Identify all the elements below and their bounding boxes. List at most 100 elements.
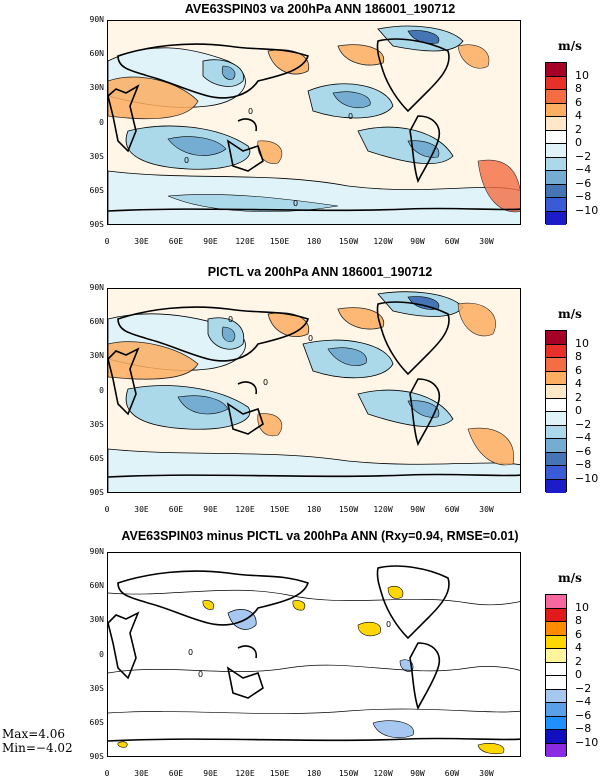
colorbar-swatch [546, 130, 566, 144]
max-value-label: Max=4.06 [2, 727, 65, 741]
colorbar-swatch [546, 649, 566, 663]
colorbar-swatch [546, 595, 566, 609]
colorbar-swatch [546, 171, 566, 185]
colorbar-swatch [546, 358, 566, 372]
longitude-tick-label: 120W [373, 237, 393, 246]
longitude-tick-label: 90W [410, 769, 425, 778]
latitude-tick-label: 60S [89, 717, 104, 727]
colorbar-tick-label: −4 [575, 431, 592, 444]
longitude-tick-label: 150E [269, 237, 290, 246]
longitude-tick-label: 120E [235, 769, 255, 778]
colorbar-swatch [546, 198, 566, 212]
panel-2-contour-label: 0 [263, 378, 268, 387]
longitude-tick-label: 60E [168, 769, 184, 778]
longitude-tick-label: 120E [235, 237, 255, 246]
colorbar-tick-label: 0 [575, 404, 582, 417]
colorbar-tick-label: 4 [575, 109, 582, 122]
longitude-tick-label: 150W [338, 769, 359, 778]
latitude-tick-label: 60S [89, 185, 104, 195]
panel-1-contour-label: 0 [248, 107, 253, 116]
longitude-tick-label: 180 [306, 237, 322, 246]
panel-2-contour-label: 0 [228, 315, 233, 324]
longitude-tick-label: 150W [338, 237, 359, 246]
latitude-tick-label: 60N [89, 317, 104, 327]
longitude-tick-label: 60E [168, 505, 184, 514]
colorbar-swatch [546, 608, 566, 622]
longitude-tick-label: 30W [479, 769, 494, 778]
colorbar-tick-label: −10 [575, 471, 599, 485]
colorbar-tick-label: −8 [575, 722, 592, 735]
longitude-tick-label: 90W [410, 237, 425, 246]
colorbar-swatch [546, 466, 566, 480]
longitude-tick-label: 0 [104, 237, 110, 246]
colorbar [545, 62, 567, 225]
latitude-tick-label: 30S [89, 419, 104, 429]
latitude-tick-label: 60N [89, 581, 104, 591]
panel-2-contour-label: 0 [308, 334, 313, 343]
colorbar-swatch [546, 76, 566, 90]
panel-1-contour-label: 0 [348, 112, 353, 121]
colorbar-swatch [546, 703, 566, 717]
longitude-tick-label: 0 [104, 505, 110, 514]
latitude-tick-label: 0 [99, 649, 104, 659]
longitude-tick-label: 120W [373, 769, 393, 778]
longitude-tick-label: 120W [373, 505, 393, 514]
panel-3-map: 0 0 0 [107, 552, 521, 757]
panel-2-title: PICTL va 200hPa ANN 186001_190712 [207, 265, 433, 279]
colorbar-swatch [546, 689, 566, 703]
longitude-tick-label: 30E [134, 769, 149, 778]
longitude-tick-label: 60W [444, 505, 460, 514]
colorbar-swatch [546, 184, 566, 198]
colorbar-tick-label: −10 [575, 735, 599, 749]
colorbar-tick-label: −6 [575, 444, 592, 458]
colorbar-swatch [546, 157, 566, 171]
colorbar-tick-label: 2 [575, 122, 582, 136]
panel-3-contour-label: 0 [188, 648, 193, 657]
colorbar-swatch [546, 479, 566, 493]
colorbar-tick-label: 4 [575, 641, 582, 654]
latitude-tick-label: 90N [89, 15, 104, 24]
longitude-tick-label: 30E [134, 237, 149, 246]
colorbar-tick-label: −2 [575, 417, 592, 431]
longitude-tick-label: 150E [269, 505, 290, 514]
colorbar-swatch [546, 452, 566, 466]
latitude-tick-label: 30N [89, 351, 104, 361]
colorbar-swatch [546, 676, 566, 690]
panel-1-field: 0 0 0 0 [108, 21, 520, 224]
colorbar-swatch [546, 439, 566, 453]
panel-1-map: 0 0 0 0 [107, 20, 521, 225]
colorbar-swatch [546, 117, 566, 131]
colorbar-tick-label: 8 [575, 82, 582, 95]
colorbar-tick-label: 6 [575, 95, 582, 109]
latitude-tick-label: 90N [89, 283, 104, 292]
longitude-tick-label: 0 [104, 769, 110, 778]
colorbar-swatch [546, 730, 566, 744]
colorbar-swatch [546, 662, 566, 676]
latitude-tick-label: 0 [99, 117, 104, 127]
latitude-tick-label: 90S [89, 220, 104, 229]
colorbar-unit-label: m/s [558, 39, 582, 53]
longitude-tick-label: 90E [203, 769, 218, 778]
colorbar-swatch [546, 211, 566, 225]
colorbar-tick-label: −6 [575, 176, 592, 190]
colorbar-tick-label: 0 [575, 668, 582, 681]
colorbar-tick-label: −2 [575, 681, 592, 695]
colorbar [545, 594, 567, 757]
latitude-tick-label: 90S [89, 752, 104, 761]
longitude-tick-label: 60E [168, 237, 184, 246]
panel-3-field: 0 0 0 [108, 553, 520, 756]
panel-2-map: 0 0 0 [107, 288, 521, 493]
panel-3-contour-label: 0 [386, 620, 391, 629]
colorbar-tick-label: 8 [575, 350, 582, 363]
colorbar-tick-label: −8 [575, 190, 592, 203]
colorbar-tick-label: 2 [575, 654, 582, 668]
colorbar-tick-label: −4 [575, 163, 592, 176]
colorbar-swatch [546, 716, 566, 730]
colorbar-tick-label: 6 [575, 627, 582, 641]
colorbar-tick-label: 10 [575, 68, 589, 82]
colorbar-tick-label: 10 [575, 336, 589, 350]
latitude-tick-label: 30N [89, 83, 104, 93]
colorbar-unit-label: m/s [558, 307, 582, 321]
colorbar-swatch [546, 371, 566, 385]
panel-1-contour-label: 0 [184, 156, 189, 165]
